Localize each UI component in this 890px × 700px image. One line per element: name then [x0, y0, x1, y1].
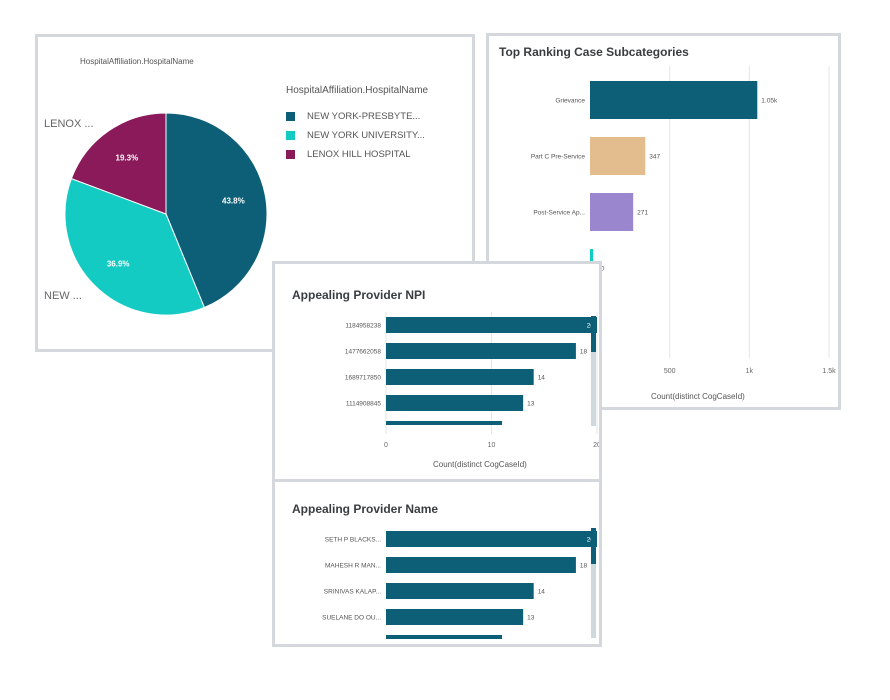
hospital-pie-panel: HospitalAffiliation.HospitalName 43.8% 36…: [35, 34, 475, 352]
bar[interactable]: [386, 557, 576, 573]
bar[interactable]: [590, 249, 594, 263]
x-axis-title: Count(distinct CogCaseId): [433, 460, 527, 469]
value-label: 271: [637, 210, 648, 217]
scrollbar[interactable]: [591, 528, 596, 638]
legend-label: NEW YORK UNIVERSITY...: [307, 130, 425, 141]
x-tick-label: 1.5k: [822, 368, 836, 375]
value-label: 14: [538, 375, 546, 382]
x-tick-label: 500: [664, 368, 676, 375]
pie-subtitle: HospitalAffiliation.HospitalName: [80, 57, 194, 66]
pie-slice[interactable]: [70, 112, 167, 215]
category-label: 1689717850: [345, 375, 382, 382]
panel-title: Appealing Provider Name: [292, 502, 439, 516]
value-label: 347: [649, 154, 660, 161]
legend-swatch: [286, 150, 295, 159]
bar[interactable]: [386, 609, 524, 625]
bar[interactable]: [590, 193, 634, 231]
legend-title: HospitalAffiliation.HospitalName: [286, 85, 429, 96]
value-label: 13: [527, 615, 535, 622]
legend-item[interactable]: NEW YORK UNIVERSITY...: [286, 126, 466, 145]
value-label: 20: [587, 323, 595, 330]
x-tick-label: 1k: [746, 368, 754, 375]
outer-label-lenox: LENOX ...: [44, 118, 94, 130]
provider-name-chart: SETH P BLACKS... 20 MAHESH R MAN... 18 SRINI…: [322, 531, 597, 639]
x-tick-label: 10: [488, 442, 496, 449]
category-label: SRINIVAS KALAP...: [324, 589, 381, 596]
category-label: SETH P BLACKS...: [325, 537, 381, 544]
category-label: Part C Pre-Service: [531, 154, 586, 161]
bar[interactable]: [386, 531, 597, 547]
pie-legend: HospitalAffiliation.HospitalName NEW YOR…: [286, 83, 466, 164]
category-label: 1114908845: [346, 401, 382, 408]
bar[interactable]: [590, 81, 758, 119]
legend-label: LENOX HILL HOSPITAL: [307, 149, 411, 160]
bar[interactable]: [386, 583, 534, 599]
case-subcategories-panel: Top Ranking Case Subcategories 500 1k 1.5k…: [486, 33, 841, 410]
bar[interactable]: [386, 343, 576, 359]
pie-slice-label: 19.3%: [116, 154, 139, 163]
legend-label: NEW YORK-PRESBYTE...: [307, 111, 421, 122]
scrollbar-thumb[interactable]: [591, 316, 596, 352]
value-label: 13: [527, 401, 535, 408]
provider-npi-chart: 0 10 20 1184958238 20 1477662058 18 1689717850 1…: [345, 312, 599, 449]
x-axis-title: Count(distinct CogCaseId): [651, 392, 745, 401]
value-label: 18: [580, 563, 588, 570]
pie-slice[interactable]: [64, 177, 206, 316]
x-tick-label: 20: [593, 442, 599, 449]
bar[interactable]: [386, 421, 503, 425]
category-label: 1477662058: [345, 349, 382, 356]
panel-title: Appealing Provider NPI: [292, 288, 426, 302]
panel-title: Top Ranking Case Subcategories: [499, 45, 689, 59]
bar[interactable]: [590, 137, 646, 175]
legend-item[interactable]: NEW YORK-PRESBYTE...: [286, 107, 466, 126]
hospital-pie-chart: 43.8% 36.9% 19.3% LENOX ... NEW ...: [44, 112, 268, 316]
category-label: MAHESH R MAN...: [325, 563, 381, 570]
pie-slice-label: 43.8%: [222, 197, 245, 206]
category-label: Grievance: [555, 98, 585, 105]
value-label: 14: [538, 589, 546, 596]
case-subcategories-chart: 500 1k 1.5k Grievance 1.05k Part C Pre-Servic…: [531, 66, 836, 375]
legend-swatch: [286, 131, 295, 140]
bar[interactable]: [386, 317, 597, 333]
provider-npi-panel: Appealing Provider NPI 0 10 20 1184958238 20…: [272, 261, 602, 481]
bar[interactable]: [386, 635, 503, 639]
value-label: 18: [580, 349, 588, 356]
legend-swatch: [286, 112, 295, 121]
x-tick-label: 0: [384, 442, 388, 449]
pie-slice-label: 36.9%: [107, 259, 130, 268]
category-label: 1184958238: [345, 323, 381, 330]
pie-slice[interactable]: [165, 112, 268, 309]
category-label: Post-Service Ap...: [533, 210, 585, 217]
legend-item[interactable]: LENOX HILL HOSPITAL: [286, 145, 466, 164]
value-label: 1.05k: [761, 98, 778, 105]
scrollbar[interactable]: [591, 316, 596, 426]
category-label: SUELANE DO OU...: [322, 615, 381, 622]
value-label: 20: [587, 537, 595, 544]
bar[interactable]: [386, 395, 524, 411]
provider-name-panel: Appealing Provider Name SETH P BLACKS...…: [272, 479, 602, 647]
scrollbar-thumb[interactable]: [591, 528, 596, 564]
bar[interactable]: [386, 369, 534, 385]
outer-label-new: NEW ...: [44, 290, 82, 302]
